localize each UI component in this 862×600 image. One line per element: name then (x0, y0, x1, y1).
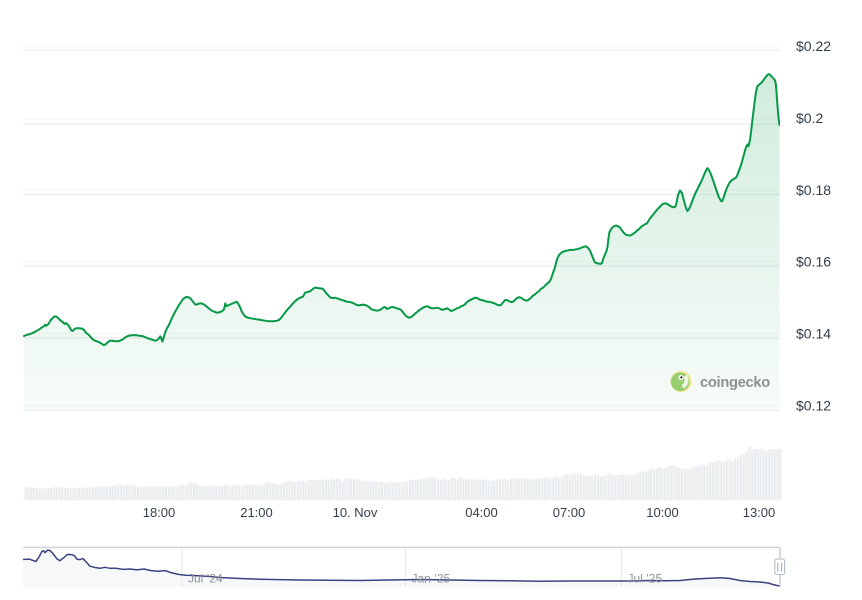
svg-text:Jul ’25: Jul ’25 (628, 572, 663, 586)
svg-text:04:00: 04:00 (465, 505, 498, 520)
svg-text:10:00: 10:00 (646, 505, 679, 520)
svg-text:10. Nov: 10. Nov (333, 505, 378, 520)
svg-text:$0.18: $0.18 (796, 182, 831, 198)
svg-text:Jul ’24: Jul ’24 (188, 572, 223, 586)
svg-text:18:00: 18:00 (143, 505, 176, 520)
svg-text:$0.22: $0.22 (796, 38, 831, 54)
svg-text:07:00: 07:00 (553, 505, 586, 520)
svg-text:13:00: 13:00 (743, 505, 776, 520)
svg-text:$0.14: $0.14 (796, 326, 831, 342)
svg-text:coingecko: coingecko (700, 375, 770, 391)
svg-text:$0.2: $0.2 (796, 110, 823, 126)
svg-text:$0.12: $0.12 (796, 398, 831, 414)
svg-text:21:00: 21:00 (240, 505, 273, 520)
svg-text:Jan ’25: Jan ’25 (412, 572, 451, 586)
svg-text:$0.16: $0.16 (796, 254, 831, 270)
